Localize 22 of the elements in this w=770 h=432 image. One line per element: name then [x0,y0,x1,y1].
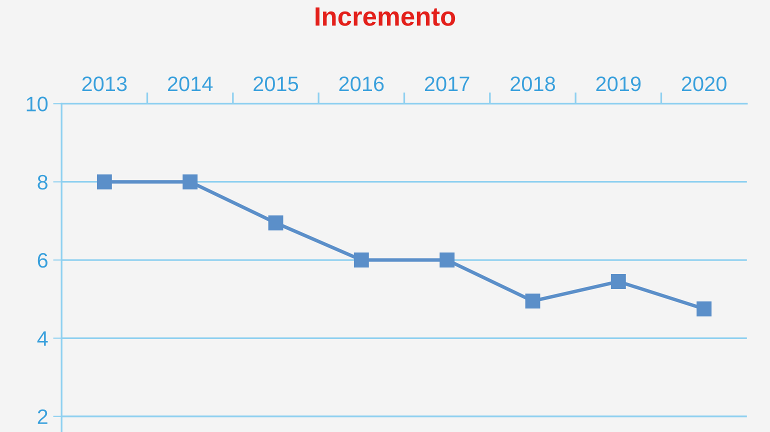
x-tick-label: 2016 [339,76,384,92]
x-tick-label: 2014 [168,76,213,92]
point [96,174,112,190]
x-tick-label: 2020 [682,76,726,92]
x-tick-label: 2019 [596,76,641,92]
point [182,174,198,190]
point [610,274,626,289]
chart-title: Incremento [316,7,456,26]
x-tick-label: 2017 [424,76,470,92]
x-tick-label: 2018 [510,76,556,92]
x-tick-label: 2015 [254,76,298,92]
y-tick-label: 4 [37,331,48,346]
point [696,301,712,316]
point [440,252,455,268]
y-tick-label: 6 [38,253,48,268]
point [525,294,540,309]
point [268,215,284,230]
y-tick-label: 10 [26,96,48,112]
point [354,252,369,268]
x-tick-label: 2013 [82,76,127,92]
y-tick-label: 2 [38,409,48,424]
y-tick-label: 8 [38,174,48,190]
